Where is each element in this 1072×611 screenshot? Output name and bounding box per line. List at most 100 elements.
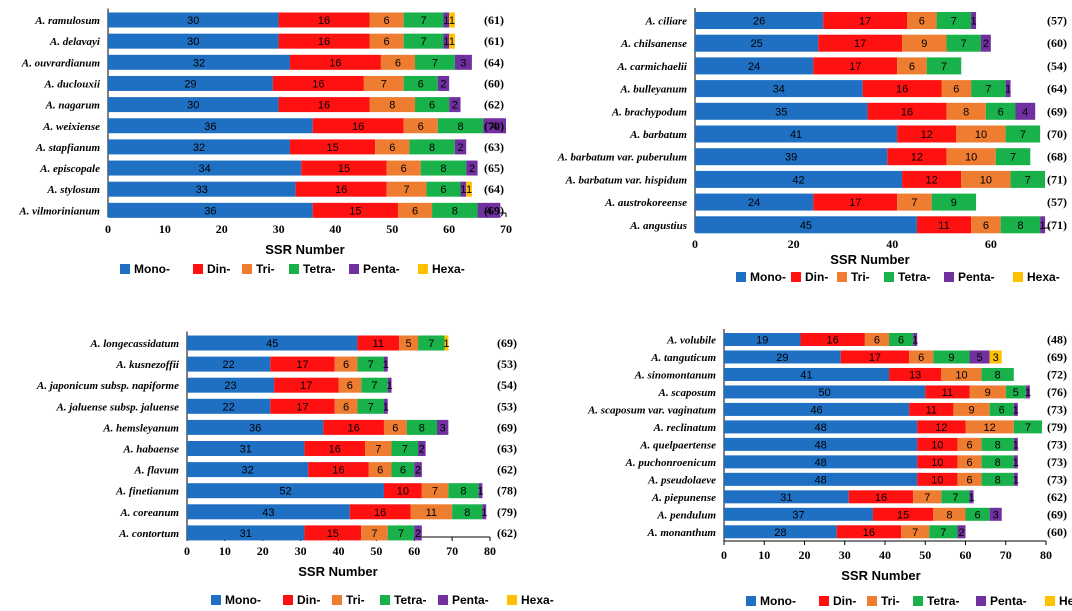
- bar-segment: [454, 139, 467, 155]
- value-label: 15: [897, 509, 909, 521]
- bar-segment: [270, 356, 335, 372]
- value-label: 6: [966, 474, 972, 486]
- value-label: 6: [429, 100, 435, 112]
- value-label: 6: [909, 61, 915, 73]
- value-label: 8: [419, 422, 425, 434]
- bar-segment: [421, 483, 449, 499]
- x-tick-label: 50: [919, 548, 931, 562]
- legend-label: Penta-: [363, 262, 400, 276]
- value-label: 29: [184, 78, 196, 90]
- legend-label: Hexa-: [1059, 594, 1072, 608]
- bar-segment: [477, 202, 501, 218]
- bar-segment: [274, 377, 339, 393]
- bar-segment: [418, 441, 426, 456]
- bar-segment: [187, 483, 384, 499]
- value-label: 6: [418, 78, 424, 90]
- bar-segment: [901, 525, 930, 539]
- value-label: 42: [792, 174, 804, 186]
- value-label: 16: [318, 36, 330, 48]
- x-tick-label: 0: [721, 548, 727, 562]
- value-label: 48: [814, 439, 826, 451]
- species-label: A. contortum: [118, 528, 179, 540]
- bar-segment: [946, 102, 986, 120]
- bar-segment: [695, 102, 868, 120]
- species-label: A. austrokoreense: [604, 197, 687, 209]
- value-label: 9: [951, 197, 957, 209]
- x-tick-label: 70: [446, 544, 458, 558]
- value-label: 3: [993, 509, 999, 521]
- value-label: 2: [452, 100, 458, 112]
- bar-segment: [969, 490, 974, 504]
- species-label: A. puchonroenicum: [625, 457, 717, 469]
- bar-segment: [946, 148, 996, 166]
- legend-swatch: [884, 272, 894, 282]
- bar-segment: [695, 12, 824, 29]
- total-label: (73): [1047, 455, 1067, 469]
- bar-segment: [695, 57, 814, 75]
- bar-segment: [953, 402, 990, 416]
- value-label: 34: [773, 84, 785, 96]
- value-label: 8: [429, 142, 435, 154]
- bar-segment: [897, 193, 932, 211]
- bar-segment: [369, 33, 404, 49]
- x-tick-label: 30: [273, 222, 285, 236]
- value-label: 16: [374, 507, 386, 519]
- bar-segment: [981, 455, 1014, 469]
- value-label: 10: [397, 486, 409, 498]
- total-label: (60): [1047, 525, 1067, 539]
- value-label: 6: [999, 404, 1005, 416]
- legend-swatch: [1013, 272, 1023, 282]
- value-label: 7: [951, 16, 957, 28]
- value-label: 2: [419, 444, 425, 456]
- species-label: A. delavayi: [49, 36, 101, 48]
- bar-segment: [187, 356, 271, 372]
- total-label: (62): [1047, 490, 1067, 504]
- bar-segment: [813, 193, 898, 211]
- bar-segment: [989, 507, 1002, 521]
- total-label: (57): [1047, 195, 1067, 209]
- value-label: 52: [279, 486, 291, 498]
- bar-segment: [466, 181, 472, 197]
- bar-segment: [304, 525, 362, 541]
- legend-swatch: [349, 264, 359, 274]
- total-label: (53): [497, 399, 517, 413]
- bar-segment: [270, 398, 335, 414]
- bar-segment: [437, 118, 484, 134]
- bar-segment: [312, 202, 398, 218]
- total-label: (62): [497, 463, 517, 477]
- value-label: 6: [384, 15, 390, 27]
- legend-label: Tri-: [881, 594, 900, 608]
- bar-segment: [933, 507, 966, 521]
- bar-segment: [917, 420, 966, 434]
- value-label: 25: [751, 38, 763, 50]
- legend-swatch: [976, 596, 986, 606]
- x-tick-label: 20: [216, 222, 228, 236]
- legend-label: Din-: [207, 262, 230, 276]
- value-label: 1: [460, 184, 466, 196]
- bar-segment: [187, 377, 275, 393]
- bar-segment: [981, 367, 1014, 381]
- total-label: (69): [497, 420, 517, 434]
- bar-segment: [981, 472, 1014, 486]
- value-label: 24: [748, 197, 760, 209]
- value-label: 1: [443, 36, 449, 48]
- value-label: 16: [332, 465, 344, 477]
- bar-segment: [724, 490, 849, 504]
- value-label: 31: [780, 492, 792, 504]
- species-label: A. volubile: [666, 335, 716, 347]
- bar-segment: [454, 54, 472, 70]
- x-tick-label: 60: [960, 548, 972, 562]
- total-label: (64): [484, 55, 504, 69]
- value-label: 41: [790, 129, 802, 141]
- species-label: A. longecassidatum: [89, 338, 179, 350]
- value-label: 1: [449, 15, 455, 27]
- value-label: 35: [775, 106, 787, 118]
- bar-segment: [1010, 170, 1046, 188]
- bar-segment: [406, 419, 437, 435]
- bar-segment: [403, 118, 438, 134]
- value-label: 8: [460, 486, 466, 498]
- x-axis-label: SSR Number: [298, 564, 377, 579]
- total-label: (79): [497, 505, 517, 519]
- x-axis-label: SSR Number: [830, 252, 909, 267]
- value-label: 17: [859, 16, 871, 28]
